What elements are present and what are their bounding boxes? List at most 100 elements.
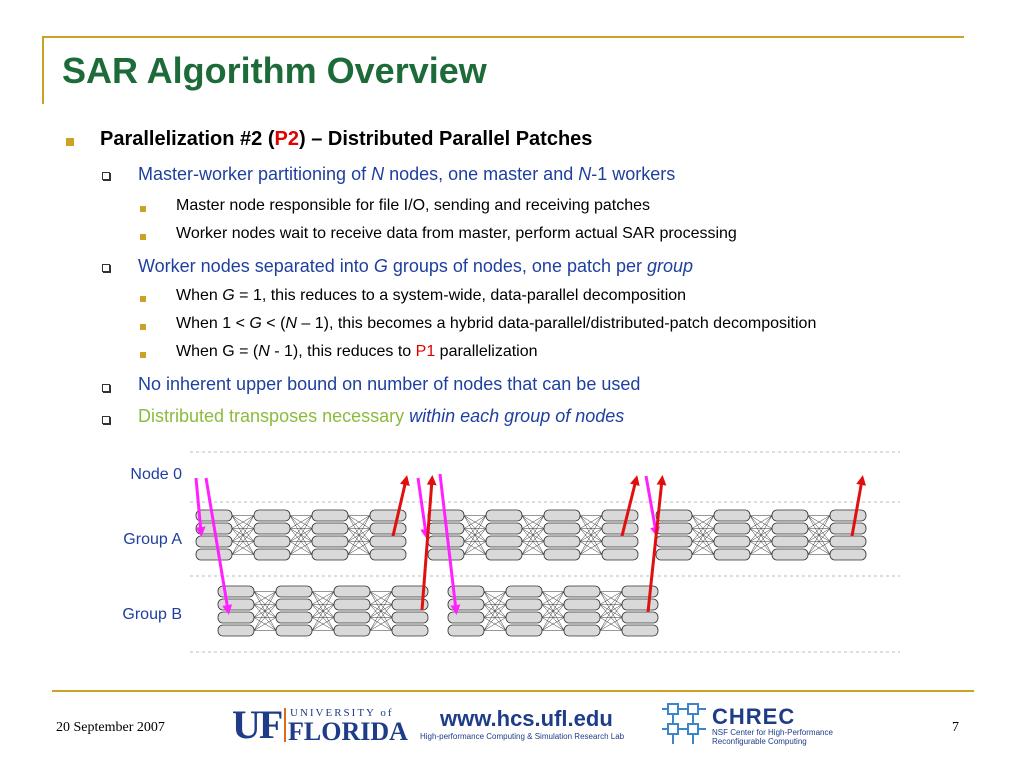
butterfly-link [521, 541, 545, 555]
group-a-stage [195, 509, 407, 561]
butterfly-link [749, 541, 773, 555]
uf-logo: UF UNIVERSITY of FLORIDA [232, 704, 412, 747]
processor-node [621, 598, 659, 611]
butterfly-link [231, 541, 255, 555]
butterfly-link [253, 617, 277, 631]
chrec-subtitle-2: Reconfigurable Computing [712, 737, 807, 746]
group-b-stage [447, 585, 659, 637]
chrec-subtitle-1: NSF Center for High-Performance [712, 728, 833, 737]
butterfly-link [749, 515, 773, 542]
bullet-distributed-transposes: Distributed transposes necessary within … [138, 406, 625, 426]
butterfly-link [599, 591, 623, 605]
butterfly-link [599, 617, 623, 631]
processor-node [543, 522, 581, 535]
butterfly-link [691, 528, 715, 555]
processor-node [601, 509, 639, 522]
processor-node [369, 535, 407, 548]
gather-arrow [646, 475, 667, 613]
butterfly-link [807, 541, 831, 555]
butterfly-link [369, 604, 393, 631]
scatter-arrow [194, 477, 206, 537]
chrec-name: CHREC [712, 704, 796, 729]
butterfly-link [463, 515, 487, 542]
gather-arrow [391, 475, 410, 537]
group-b-stage [217, 585, 429, 637]
butterfly-link [579, 515, 603, 529]
chrec-logo-icon [662, 703, 706, 744]
butterfly-link [311, 591, 335, 605]
butterfly-link [521, 515, 545, 529]
processor-node [771, 535, 809, 548]
bullet-box-icon [102, 264, 110, 272]
processor-node [621, 611, 659, 624]
processor-node [333, 585, 371, 598]
processor-node [543, 548, 581, 561]
butterfly-link [347, 515, 371, 529]
bullet-square-icon [66, 138, 74, 146]
processor-node [485, 535, 523, 548]
bullet-hybrid: When 1 < G < (N – 1), this becomes a hyb… [176, 315, 817, 332]
butterfly-link [289, 515, 313, 555]
bullet-worker-groups: Worker nodes separated into G groups of … [138, 256, 694, 276]
bullet-master-worker: Master-worker partitioning of N nodes, o… [138, 164, 676, 184]
butterfly-link [369, 617, 393, 631]
processor-node [563, 611, 601, 624]
processor-node [391, 624, 429, 637]
processor-node [391, 598, 429, 611]
gather-arrow [420, 475, 437, 611]
processor-node [829, 548, 867, 561]
butterfly-link [369, 591, 393, 618]
bullet-small-icon [140, 206, 146, 212]
uf-divider [284, 708, 286, 742]
processor-node [655, 548, 693, 561]
processor-node [485, 548, 523, 561]
butterfly-link [463, 541, 487, 555]
butterfly-link [463, 515, 487, 529]
butterfly-link [691, 515, 715, 529]
butterfly-link [599, 604, 623, 631]
butterfly-link [579, 541, 603, 555]
diagram-label-group-b: Group B [122, 606, 182, 623]
processor-node [427, 548, 465, 561]
butterfly-link [369, 591, 393, 631]
bullet-g-equals-one: When G = 1, this reduces to a system-wid… [176, 287, 687, 304]
processor-node [333, 624, 371, 637]
butterfly-link [483, 591, 507, 618]
processor-node [311, 548, 349, 561]
processor-node [543, 535, 581, 548]
hcs-subtitle: High-performance Computing & Simulation … [420, 732, 625, 741]
butterfly-link [541, 604, 565, 631]
uf-university-text: UNIVERSITY of [290, 707, 394, 719]
processor-node [217, 624, 255, 637]
frame-top-rule [42, 36, 964, 38]
bullet-small-icon [140, 352, 146, 358]
processor-node [485, 522, 523, 535]
footer-rule [52, 690, 974, 692]
processor-node [275, 598, 313, 611]
butterfly-link [579, 515, 603, 555]
processor-node [217, 611, 255, 624]
processor-node [311, 535, 349, 548]
page-number: 7 [952, 720, 959, 735]
butterfly-link [483, 617, 507, 631]
butterfly-link [691, 515, 715, 555]
group-a-stage [427, 509, 639, 561]
butterfly-link [253, 591, 277, 618]
butterfly-link [541, 591, 565, 631]
processor-node [505, 598, 543, 611]
diagram-label-group-a: Group A [123, 531, 182, 548]
butterfly-link [463, 515, 487, 555]
processor-node [195, 535, 233, 548]
butterfly-link [253, 591, 277, 605]
butterfly-link [483, 604, 507, 631]
butterfly-link [347, 515, 371, 555]
butterfly-link [289, 541, 313, 555]
processor-node [505, 611, 543, 624]
processor-node [655, 522, 693, 535]
butterfly-link [541, 591, 565, 605]
group-a-stage [655, 509, 867, 561]
processor-node [601, 535, 639, 548]
processor-node [447, 585, 485, 598]
processor-node [771, 509, 809, 522]
processor-node [655, 509, 693, 522]
